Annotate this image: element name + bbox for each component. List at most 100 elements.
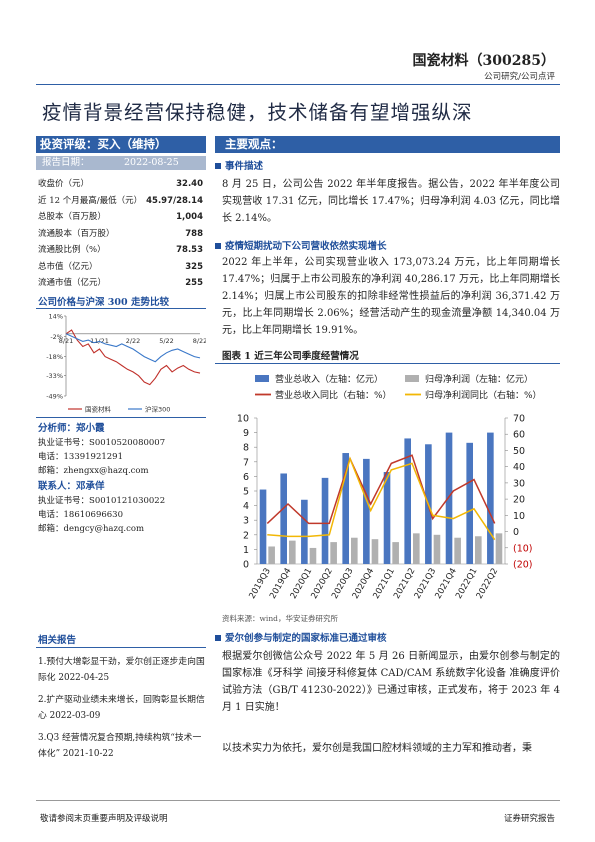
date: 2022-08-25 — [124, 157, 179, 168]
stat-value: 788 — [185, 228, 203, 239]
category: 公司研究/公司点评 — [484, 72, 555, 82]
related-title: 相关报告 — [38, 635, 77, 646]
y-tick-label: 4 — [243, 501, 249, 512]
bar — [445, 432, 453, 564]
x-tick-label: 8/21 — [59, 337, 74, 345]
contact-line: 电话：18610696630 — [38, 510, 123, 520]
y2-tick-label: 20 — [513, 495, 525, 506]
stat-label: 总股本（百万股） — [38, 212, 107, 222]
contact-line: 邮箱：dengcy@hazq.com — [38, 524, 145, 534]
rule — [36, 417, 206, 418]
y-tick-label: 5 — [243, 487, 249, 498]
paragraph: 以技术实力为依托，爱尔创是我国口腔材料领域的主力军和推动者，秉 — [222, 743, 532, 754]
section-heading: 爱尔创参与制定的国家标准已通过审核 — [215, 630, 387, 644]
y-tick-label: -2% — [50, 333, 63, 341]
y2-tick-label: 50 — [513, 446, 525, 457]
stat-value: 32.40 — [176, 179, 203, 189]
legend-label: 归母净利润（左轴：亿元） — [425, 373, 533, 385]
rule — [215, 363, 560, 364]
series-line — [267, 456, 496, 541]
y2-tick-label: 70 — [513, 414, 525, 425]
stat-label: 总市值（亿元） — [38, 261, 98, 272]
stat-row: 流通股比例（%） 78.53 — [38, 242, 203, 258]
y-tick-label: 3 — [243, 516, 249, 527]
bar — [330, 542, 337, 564]
y-tick-label: 10 — [237, 414, 249, 425]
bar — [351, 537, 358, 564]
contact-line: 邮箱：zhengxx@hazq.com — [38, 466, 149, 476]
date-label: 报告日期： — [42, 157, 90, 168]
footer-right: 证券研究报告 — [503, 814, 555, 824]
stat-row: 流通市值（亿元） 255 — [38, 275, 203, 291]
y2-tick-label: 30 — [513, 478, 525, 489]
legend-label: 沪深300 — [145, 405, 170, 414]
section-heading: 疫情短期扰动下公司营收依然实现增长 — [215, 238, 387, 252]
stat-label: 近 12 个月最高/最低（元） — [38, 195, 143, 206]
y2-tick-label: (20) — [513, 560, 533, 571]
y2-tick-label: 0 — [513, 527, 519, 538]
rule — [36, 800, 560, 801]
figure-chart: 012345678910(20)(10)0102030405060702019Q… — [237, 373, 542, 601]
y-tick-label: -49% — [46, 393, 63, 401]
legend-label: 国瓷材料 — [85, 405, 112, 414]
contact-line: 执业证书号：S0010121030022 — [38, 496, 166, 506]
main-title: 主要观点： — [215, 136, 560, 153]
title: 疫情背景经营保持稳健，技术储备有望增强纵深 — [42, 101, 473, 124]
footer-left: 敬请参阅末页重要声明及评级说明 — [40, 814, 168, 824]
heading-text: 爱尔创参与制定的国家标准已通过审核 — [225, 633, 387, 644]
price-chart: 14% -2% -18% -33% -49% 8/21 11/21 2/22 5/22 8/22 国… — [46, 313, 206, 414]
y-tick-label: 0 — [243, 560, 249, 571]
y-tick-label: 8 — [243, 443, 249, 454]
bar — [259, 489, 267, 564]
y-tick-label: 2 — [243, 530, 249, 541]
stat-row: 总市值（亿元） 325 — [38, 259, 203, 275]
contact: 联系人：邓承佯 — [38, 481, 105, 492]
bar — [466, 442, 473, 564]
bar — [475, 536, 482, 564]
legend-label: 营业总收入（左轴：亿元） — [275, 373, 383, 385]
related-item: 1.预付大增彰显干劲，爱尔创正逐步走向国际化 2022-04-25 — [38, 657, 205, 683]
stat-row: 流通股本（百万股） 788 — [38, 226, 203, 242]
bar — [363, 458, 370, 564]
bar — [413, 533, 420, 564]
stat-value: 255 — [185, 278, 203, 288]
legend-swatch — [255, 375, 269, 382]
x-tick-label: 2/22 — [126, 337, 141, 345]
stat-value: 1,004 — [176, 212, 203, 222]
bar — [371, 539, 379, 564]
y-tick-label: 14% — [49, 313, 63, 321]
stat-row: 总股本（百万股） 1,004 — [38, 209, 203, 225]
stat-label: 流通股比例（%） — [38, 245, 106, 255]
y-tick-label: -18% — [46, 353, 63, 361]
rating: 投资评级：买入（维持） — [36, 136, 206, 153]
contact-line: 执业证书号：S0010520080007 — [38, 438, 166, 448]
bar — [392, 542, 399, 564]
bar — [487, 432, 494, 564]
legend-label: 归母净利润同比（右轴：%） — [425, 389, 542, 401]
bar — [383, 472, 391, 564]
y2-tick-label: (10) — [513, 543, 533, 554]
y-tick-label: -33% — [46, 372, 63, 380]
legend-label: 营业总收入同比（右轴：%） — [275, 389, 392, 401]
analyst: 分析师：郑小霞 — [38, 423, 105, 434]
bar — [454, 537, 461, 564]
stat-row: 近 12 个月最高/最低（元） 45.97/28.14 — [38, 193, 203, 209]
y-tick-label: 9 — [243, 428, 249, 439]
related-item: 2.扩产驱动业绩未来增长，回购彰显长期信心 2022-03-09 — [38, 695, 205, 721]
legend-swatch — [405, 375, 419, 382]
rule — [36, 84, 560, 85]
stat-label: 收盘价（元） — [38, 179, 90, 189]
figure-title: 图表 1 近三年公司季度经营情况 — [222, 351, 359, 362]
x-tick-label: 11/21 — [90, 337, 109, 345]
price-chart-title: 公司价格与沪深 300 走势比较 — [38, 297, 169, 308]
bar — [280, 473, 287, 564]
bar — [433, 534, 441, 564]
bar — [289, 540, 296, 564]
stat-label: 流通股本（百万股） — [38, 228, 115, 239]
contact-line: 电话：13391921291 — [38, 452, 123, 462]
y2-tick-label: 40 — [513, 462, 525, 473]
stat-value: 325 — [185, 261, 203, 272]
y-tick-label: 6 — [243, 472, 249, 483]
stat-label: 流通市值（亿元） — [38, 278, 107, 288]
